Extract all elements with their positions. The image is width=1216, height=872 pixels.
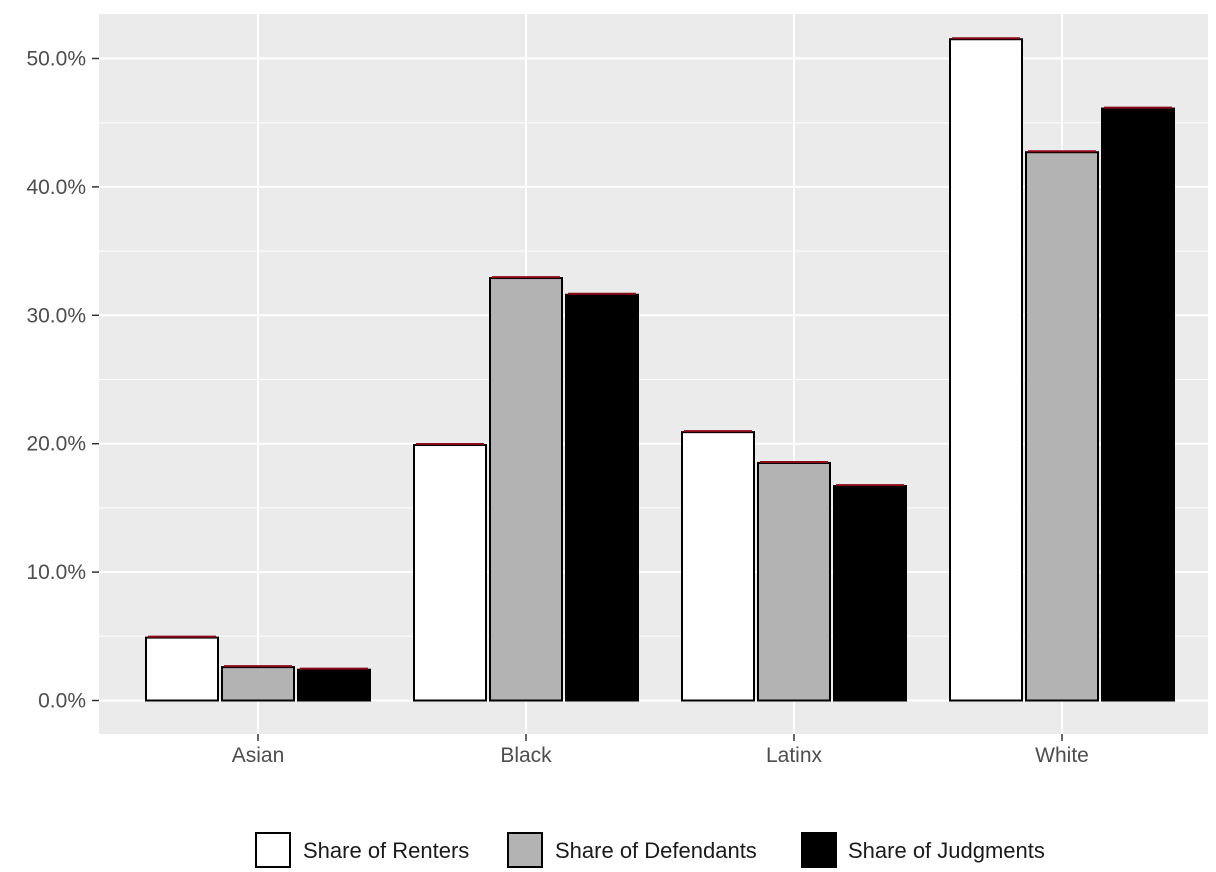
y-tick-label: 30.0% xyxy=(26,304,86,327)
y-tick-label: 20.0% xyxy=(26,433,86,456)
bars xyxy=(145,37,1175,702)
bar xyxy=(1025,151,1099,702)
legend: Share of Renters Share of Defendants Share… xyxy=(255,832,1045,868)
legend-key xyxy=(255,832,291,868)
bar xyxy=(221,666,295,702)
bar xyxy=(489,277,563,702)
y-tick-label: 10.0% xyxy=(26,561,86,584)
bar xyxy=(757,461,831,702)
bar xyxy=(413,443,487,702)
x-tick-label: Asian xyxy=(232,744,285,767)
x-axis: Asian Black Latinx White xyxy=(232,734,1089,767)
legend-label: Share of Judgments xyxy=(848,838,1045,863)
bar xyxy=(949,38,1023,702)
y-tick-label: 50.0% xyxy=(26,48,86,71)
y-tick-label: 40.0% xyxy=(26,176,86,199)
bar xyxy=(681,431,755,702)
y-tick-label: 0.0% xyxy=(38,690,86,713)
bar xyxy=(833,485,907,702)
bar xyxy=(297,668,371,702)
bar xyxy=(145,636,219,702)
bar xyxy=(565,293,639,702)
y-axis: 0.0% 10.0% 20.0% 30.0% 40.0% 50.0% xyxy=(26,48,99,713)
bar xyxy=(1101,107,1175,702)
legend-key xyxy=(801,832,837,868)
plot-panel xyxy=(99,14,1208,734)
x-tick-label: Latinx xyxy=(766,744,823,767)
legend-label: Share of Renters xyxy=(303,838,469,863)
x-tick-label: White xyxy=(1035,744,1089,767)
x-tick-label: Black xyxy=(500,744,552,767)
legend-key xyxy=(507,832,543,868)
legend-label: Share of Defendants xyxy=(555,838,757,863)
